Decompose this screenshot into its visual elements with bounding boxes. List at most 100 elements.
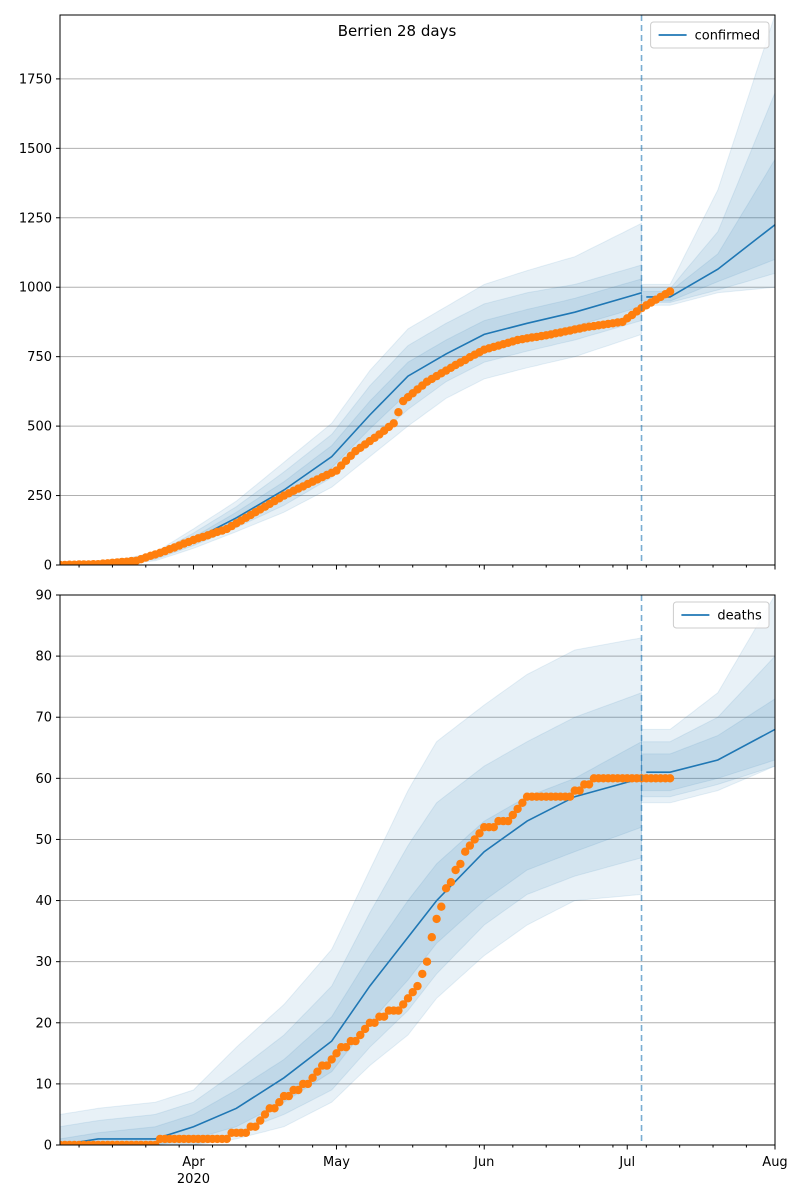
y-axis: 0 10 20 30 40 50 60 70 80 90	[35, 589, 60, 1154]
panel-confirmed: 0 250 500 750 1000 1250 1500 1750 confirmed	[19, 14, 776, 574]
observed-point	[284, 1091, 293, 1101]
legend-box	[650, 21, 770, 49]
observed-point	[665, 287, 675, 296]
model-median-line	[646, 728, 775, 773]
observed-point	[475, 829, 484, 838]
y-tick-label: 20	[35, 1016, 52, 1031]
chart-panels: 0 250 500 750 1000 1250 1500 1750 confirmed 0 10 20…	[19, 14, 788, 1188]
grid-lines	[60, 78, 775, 497]
uncertainty-band_80	[641, 655, 775, 798]
y-tick-label: 1500	[19, 142, 52, 157]
observed-point	[322, 1061, 332, 1070]
figure-title: Berrien 28 days	[338, 22, 457, 40]
uncertainty-band_95	[60, 222, 642, 565]
observed-points	[60, 774, 675, 1145]
plot-area	[60, 15, 775, 565]
uncertainty-band_95	[60, 637, 642, 1145]
observed-point	[518, 798, 527, 807]
plot-frame	[59, 594, 776, 1146]
y-tick-label: 0	[44, 559, 52, 574]
observed-point	[327, 1055, 336, 1064]
observed-point	[584, 780, 594, 789]
uncertainty-band_95	[641, 15, 775, 306]
observed-point	[456, 859, 465, 869]
observed-point	[408, 988, 417, 997]
y-tick-label: 30	[35, 955, 52, 970]
y-tick-label: 500	[27, 420, 52, 435]
observed-point	[294, 1085, 303, 1095]
observed-point	[446, 878, 456, 887]
observed-point	[394, 408, 403, 417]
observed-point	[389, 419, 398, 428]
observed-point	[356, 1030, 365, 1040]
observed-point	[403, 994, 413, 1003]
observed-point	[251, 1122, 260, 1131]
x-tick-label: Jul	[618, 1155, 635, 1170]
panel-deaths: 0 10 20 30 40 50 60 70 80 90 Apr 2020 May Jun Jul Aug de…	[35, 589, 787, 1188]
legend: confirmed	[650, 21, 770, 49]
legend-box	[672, 601, 770, 629]
observed-point	[508, 810, 517, 820]
y-tick-label: 1750	[19, 72, 52, 87]
uncertainty-band_95	[641, 595, 775, 804]
uncertainty-band_50	[641, 698, 775, 792]
y-axis: 0 250 500 750 1000 1250 1500 1750	[19, 72, 60, 574]
observed-point	[394, 1006, 403, 1015]
legend-label: confirmed	[695, 29, 761, 44]
observed-point	[465, 841, 475, 850]
y-tick-label: 90	[35, 589, 52, 604]
observed-point	[441, 884, 451, 893]
y-tick-label: 50	[35, 833, 52, 848]
observed-point	[565, 792, 575, 801]
x-axis	[78, 565, 776, 570]
x-tick-label: Jun	[473, 1155, 494, 1170]
y-tick-label: 70	[35, 711, 52, 726]
x-tick-label: Aug	[762, 1155, 787, 1170]
observed-point	[437, 902, 446, 911]
observed-point	[241, 1128, 251, 1138]
observed-point	[513, 804, 522, 814]
observed-point	[256, 1116, 265, 1125]
observed-point	[418, 969, 427, 979]
observed-point	[275, 1098, 284, 1107]
observed-point	[379, 1012, 389, 1021]
observed-point	[313, 1067, 322, 1076]
observed-point	[332, 1049, 341, 1058]
observed-point	[422, 957, 432, 966]
observed-point	[399, 1000, 408, 1009]
observed-point	[451, 865, 460, 875]
observed-point	[308, 1073, 317, 1083]
plot-frame	[59, 14, 776, 566]
y-tick-label: 60	[35, 772, 52, 787]
observed-point	[341, 1043, 351, 1052]
x-tick-sublabel: 2020	[177, 1172, 210, 1187]
observed-point	[665, 774, 675, 783]
observed-points	[60, 287, 675, 565]
plot-area	[60, 595, 775, 1145]
observed-point	[575, 786, 584, 795]
y-tick-label: 10	[35, 1077, 52, 1092]
observed-point	[351, 1036, 360, 1046]
observed-point	[432, 914, 441, 924]
legend: deaths	[672, 601, 770, 629]
uncertainty-band_50	[641, 158, 775, 302]
observed-point	[470, 835, 479, 844]
observed-point	[503, 816, 513, 826]
observed-point	[413, 981, 422, 991]
y-tick-label: 1000	[19, 281, 52, 296]
observed-point	[260, 1110, 270, 1119]
x-axis: Apr 2020 May Jun Jul Aug	[78, 1145, 788, 1187]
legend-label: deaths	[717, 609, 762, 624]
y-tick-label: 0	[44, 1139, 52, 1154]
observed-point	[370, 1018, 379, 1027]
x-tick-label: Apr	[182, 1155, 205, 1170]
y-tick-label: 250	[27, 489, 52, 504]
y-tick-label: 1250	[19, 211, 52, 226]
observed-point	[303, 1079, 313, 1089]
observed-point	[489, 823, 498, 832]
x-tick-label: May	[323, 1155, 350, 1170]
observed-point	[461, 847, 470, 856]
observed-point	[360, 1024, 370, 1034]
